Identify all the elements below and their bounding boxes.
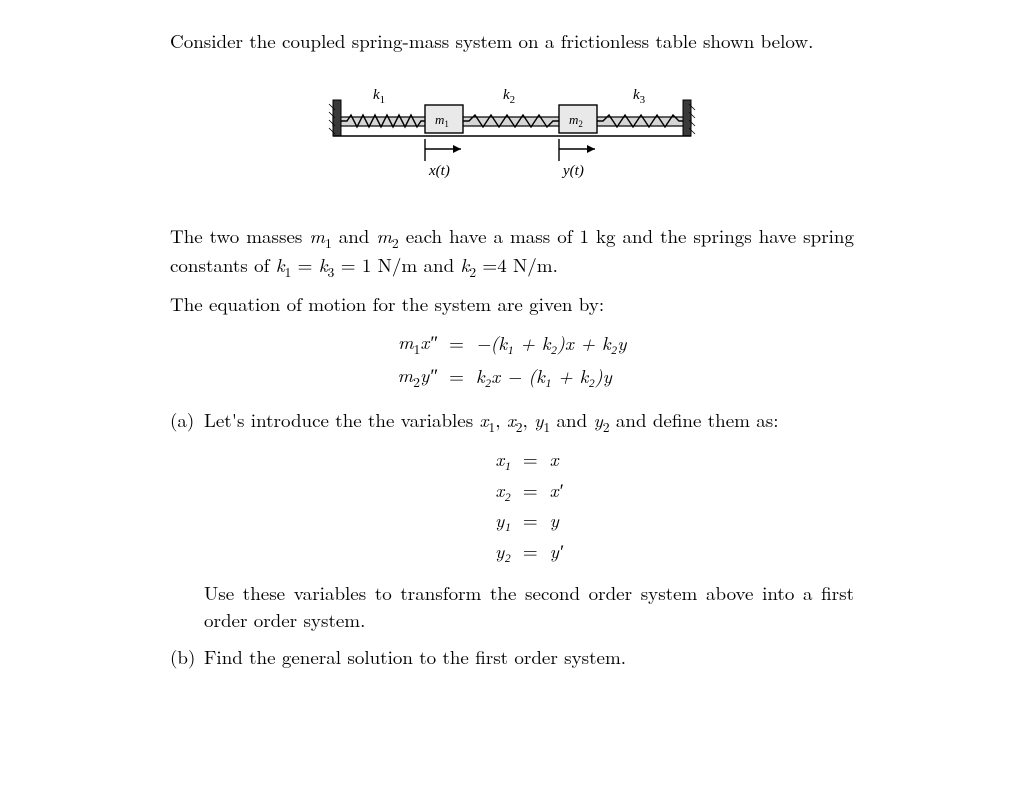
part-a-conclude: Use these variables to transform the sec… xyxy=(204,580,854,633)
part-b-label: (b) xyxy=(170,644,204,671)
spring-mass-diagram: k1 k2 k3 m1 m2 x(t) y(t) xyxy=(170,89,854,189)
svg-text:k1: k1 xyxy=(373,89,385,106)
svg-text:k2: k2 xyxy=(503,89,515,106)
eom-intro: The equation of motion for the system ar… xyxy=(170,291,854,318)
part-b: (b) Find the general solution to the fir… xyxy=(170,644,854,671)
masses-paragraph: The two masses m1 and m2 each have a mas… xyxy=(170,223,854,281)
svg-text:y(t): y(t) xyxy=(561,163,584,179)
equations-of-motion: m1x″ = −(k₁ + k₂)x + k₂y m2y″ = k₂x − (k… xyxy=(170,327,854,393)
part-a: (a) Let's introduce the the variables x1… xyxy=(170,407,854,638)
svg-text:k3: k3 xyxy=(633,89,646,106)
part-a-label: (a) xyxy=(170,407,204,434)
part-a-lead: Let's introduce the the variables x1, x2… xyxy=(204,407,854,436)
part-b-text: Find the general solution to the first o… xyxy=(204,644,854,671)
variable-definitions: x₁=x x₂=x′ y₁=y y₂=y′ xyxy=(204,444,854,566)
page: Consider the coupled spring-mass system … xyxy=(0,0,1024,792)
intro-text: Consider the coupled spring-mass system … xyxy=(170,28,854,55)
parts-list: (a) Let's introduce the the variables x1… xyxy=(170,407,854,670)
diagram-svg: k1 k2 k3 m1 m2 x(t) y(t) xyxy=(327,89,697,189)
svg-text:x(t): x(t) xyxy=(428,163,450,179)
